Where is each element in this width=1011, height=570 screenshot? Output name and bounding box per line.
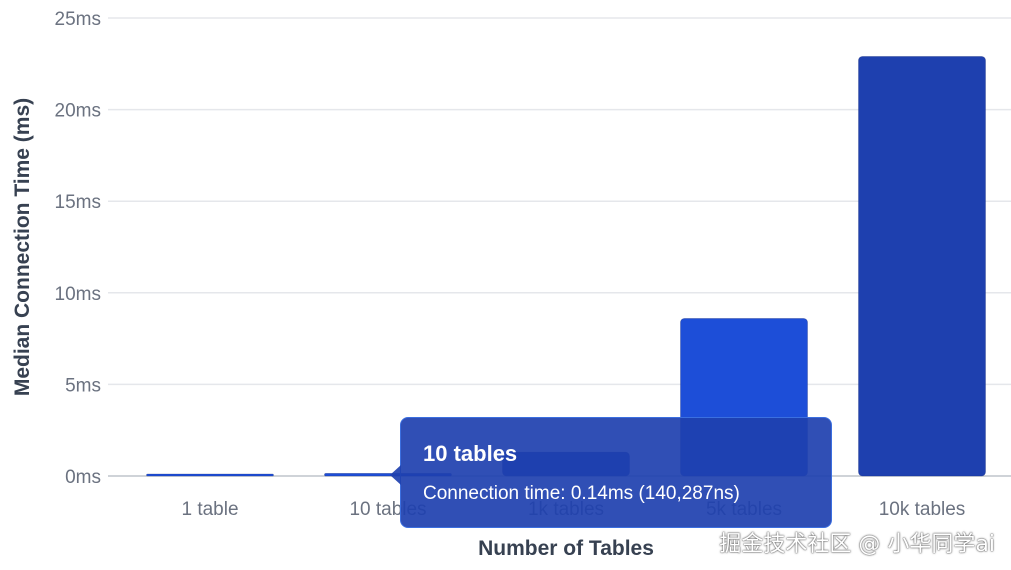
x-tick-label: 1 table <box>181 499 238 520</box>
y-tick-label: 10ms <box>55 284 101 305</box>
y-axis-title: Median Connection Time (ms) <box>11 98 34 396</box>
y-tick-label: 20ms <box>55 101 101 122</box>
tooltip-title: 10 tables <box>423 441 518 466</box>
watermark: 掘金技术社区 @ 小华同学ai <box>719 532 995 557</box>
bar-10k-tables[interactable] <box>858 56 986 477</box>
tooltip-body: Connection time: 0.14ms (140,287ns) <box>423 483 740 504</box>
tooltip: 10 tables Connection time: 0.14ms (140,2… <box>390 417 832 528</box>
x-axis-title: Number of Tables <box>478 537 654 560</box>
x-tick-label: 10k tables <box>879 499 966 520</box>
y-tick-label: 25ms <box>55 9 101 30</box>
y-tick-label: 15ms <box>55 192 101 213</box>
tooltip-arrow <box>390 465 401 485</box>
bar-1-table[interactable] <box>146 473 274 477</box>
y-tick-label: 0ms <box>65 467 101 488</box>
y-tick-label: 5ms <box>65 375 101 396</box>
